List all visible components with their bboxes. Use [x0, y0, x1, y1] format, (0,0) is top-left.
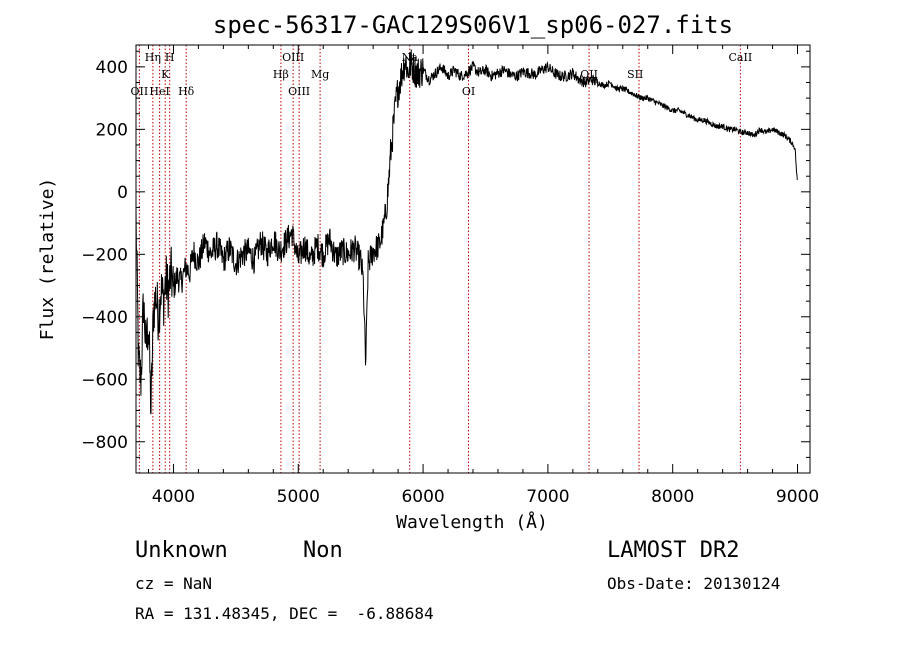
x-tick-label: 4000: [152, 487, 195, 507]
line-label: OIII: [282, 51, 304, 64]
subclass-label: Non: [303, 538, 343, 563]
x-axis-ticks: 4000 5000 6000 7000 8000 9000: [147, 45, 819, 507]
survey-label: LAMOST DR2: [607, 538, 740, 563]
x-tick-label: 6000: [401, 487, 444, 507]
line-label: Hη: [145, 51, 161, 64]
x-axis-label: Wavelength (Å): [396, 511, 548, 533]
line-label: CaII: [729, 51, 753, 64]
line-label: Hβ: [273, 68, 289, 81]
y-tick-label: 0: [117, 183, 128, 203]
line-label: H: [165, 51, 175, 64]
x-tick-label: 8000: [651, 487, 694, 507]
line-label: SII: [627, 68, 643, 81]
y-tick-label: 400: [96, 58, 128, 78]
line-label: OIII: [288, 85, 310, 98]
y-axis-label: Flux (relative): [37, 178, 58, 341]
x-tick-label: 7000: [526, 487, 569, 507]
line-label: OII: [131, 85, 149, 98]
line-label: Hδ: [178, 85, 195, 98]
x-tick-label: 9000: [776, 487, 819, 507]
x-tick-label: 5000: [277, 487, 320, 507]
class-label: Unknown: [135, 538, 228, 563]
line-markers: [138, 45, 741, 473]
y-tick-label: −600: [81, 370, 128, 390]
cz-label: cz = NaN: [135, 574, 213, 593]
line-label: K: [161, 68, 170, 81]
coords-label: RA = 131.48345, DEC = -6.88684: [135, 604, 434, 623]
y-tick-label: −200: [81, 245, 128, 265]
y-tick-label: 200: [96, 120, 128, 140]
chart-title: spec-56317-GAC129S06V1_sp06-027.fits: [213, 11, 733, 39]
line-label: HeI: [149, 85, 169, 98]
y-tick-label: −800: [81, 433, 128, 453]
spectrum-line: [135, 49, 798, 415]
line-label: OI: [462, 85, 475, 98]
obs-date-label: Obs-Date: 20130124: [607, 574, 781, 593]
y-tick-label: −400: [81, 308, 128, 328]
line-label: Mg: [311, 68, 329, 81]
y-axis-ticks: −800 −600 −400 −200 0 200 400: [81, 50, 810, 474]
